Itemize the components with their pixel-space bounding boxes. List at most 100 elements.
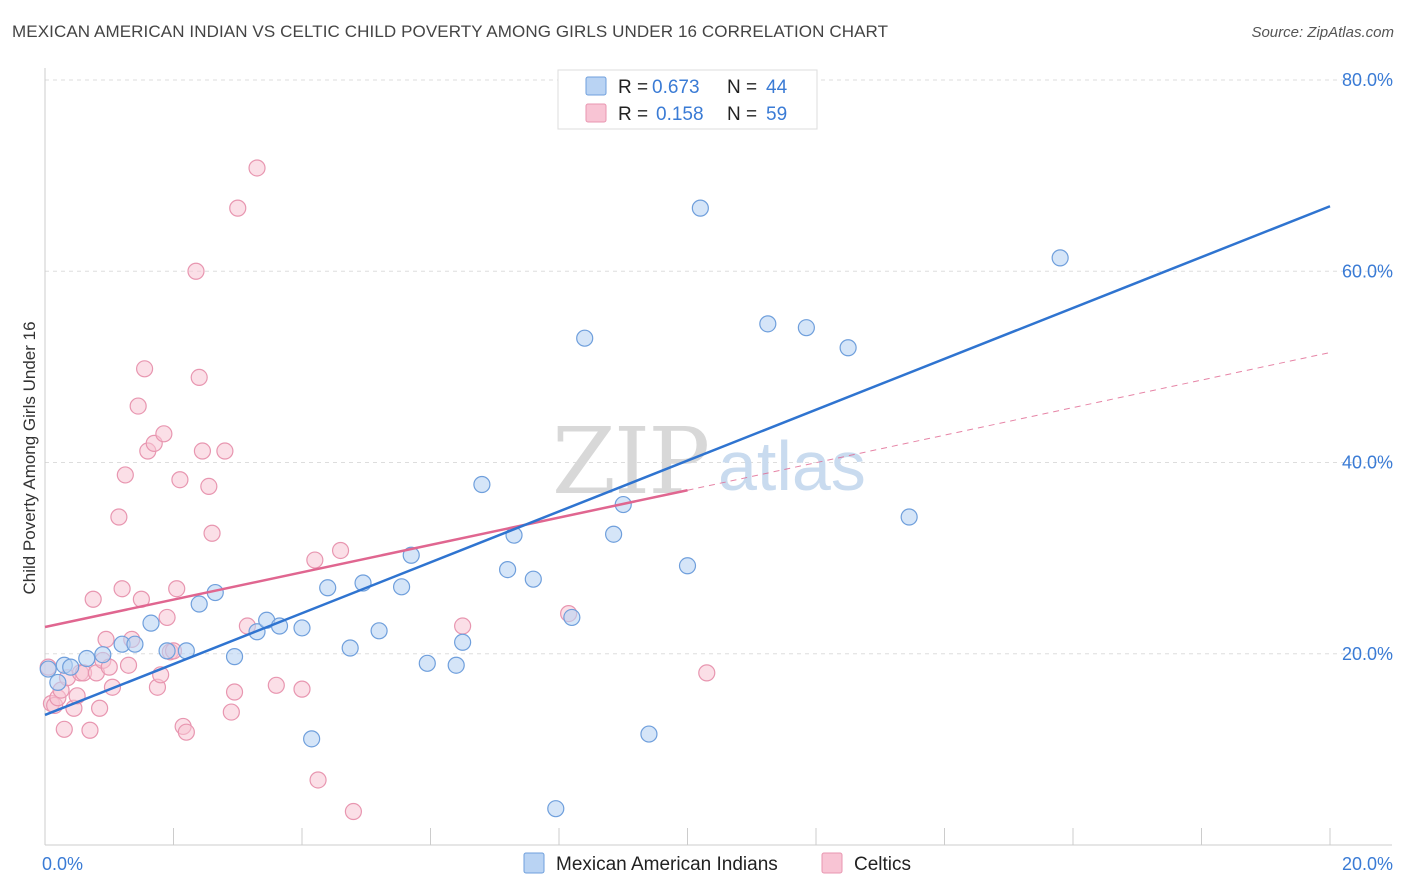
mexican-american-indians-point	[576, 329, 594, 347]
y-tick-label: 20.0%	[1342, 644, 1393, 664]
celtics-point	[216, 442, 234, 460]
mexican-american-indians-point	[524, 570, 542, 588]
tick-labels: 20.0% 40.0% 60.0% 80.0% 0.0% 20.0%	[42, 70, 1393, 874]
celtics-point	[222, 703, 240, 721]
mexican-american-indians-point	[1051, 249, 1069, 267]
mexican-american-indians-point	[759, 315, 777, 333]
celtics-point	[248, 159, 266, 177]
mexican-american-indians-point	[605, 525, 623, 543]
celtics-point	[200, 477, 218, 496]
mexican-american-indians-point	[370, 622, 388, 640]
mexican-american-indians-point	[341, 639, 359, 657]
mexican-american-indians-point	[900, 508, 918, 526]
mexican-american-indians-point	[190, 595, 208, 613]
mexican-american-indians-point	[402, 546, 420, 564]
mexican-american-indians-point	[39, 660, 57, 678]
celtics-point	[81, 721, 99, 739]
celtics-trend-line	[44, 489, 688, 629]
celtics-point	[168, 580, 186, 598]
chart-title: MEXICAN AMERICAN INDIAN VS CELTIC CHILD …	[12, 22, 889, 41]
celtics-point	[203, 524, 221, 542]
legend-n-value-blue: 44	[766, 77, 788, 98]
celtics-point	[331, 541, 350, 560]
celtics-point	[229, 199, 247, 217]
legend-bottom: Mexican American Indians Celtics	[523, 852, 911, 875]
mexican-american-indians-point	[49, 673, 67, 692]
celtics-point	[155, 425, 173, 443]
mexican-american-indians-point	[142, 614, 160, 632]
watermark: ZIP atlas	[552, 408, 866, 515]
mexican-american-indians-point	[839, 339, 857, 357]
celtics-point	[306, 551, 324, 569]
legend-bottom-label-blue: Mexican American Indians	[556, 854, 778, 875]
celtics-point	[293, 680, 311, 698]
mexican-american-indians-point	[454, 633, 472, 651]
celtics-point	[177, 723, 195, 741]
legend-r-value-blue: 0.673	[652, 77, 700, 98]
x-tick-label: 20.0%	[1342, 854, 1393, 874]
mexican-american-indians-point	[678, 557, 697, 575]
mexican-american-indians-point	[640, 725, 658, 743]
celtics-point	[113, 580, 131, 598]
celtics-point	[187, 262, 205, 280]
celtics-point	[267, 676, 285, 694]
legend-n-label-blue: N =	[727, 77, 757, 98]
celtics-point	[55, 720, 73, 738]
celtics-point	[309, 771, 327, 789]
celtics-point	[84, 590, 102, 608]
legend-r-label-pink: R =	[618, 104, 648, 125]
celtics-point	[190, 368, 208, 386]
mexican-american-indians-point	[319, 579, 337, 597]
celtics-point	[110, 508, 128, 526]
celtics-point	[135, 360, 154, 378]
axes	[44, 68, 1392, 846]
legend-bottom-label-pink: Celtics	[854, 854, 911, 875]
x-tick-label: 0.0%	[42, 854, 83, 874]
mexican-american-indians-point	[62, 658, 80, 676]
legend-bottom-swatch-pink	[821, 852, 843, 874]
mexican-american-indians-point	[303, 730, 321, 748]
mexican-american-indians-point	[563, 608, 581, 627]
celtics-point	[97, 630, 115, 649]
y-tick-label: 40.0%	[1342, 453, 1393, 473]
mexican-american-indians-point	[547, 800, 565, 818]
celtics-point	[129, 397, 147, 415]
y-tick-label: 60.0%	[1342, 261, 1393, 281]
y-axis-label: Child Poverty Among Girls Under 16	[20, 321, 39, 594]
y-tick-label: 80.0%	[1342, 70, 1393, 90]
celtics-point	[698, 664, 716, 682]
mexican-american-indians-point	[225, 648, 244, 666]
mexican-american-indians-point	[691, 199, 709, 217]
mexican-american-indians-point	[473, 475, 491, 494]
mexican-american-indians-point	[158, 642, 176, 660]
trend-lines	[44, 205, 1331, 717]
mexican-american-indians-point	[418, 654, 436, 672]
mexican-american-indians-point	[94, 646, 112, 664]
legend-n-value-pink: 59	[766, 104, 787, 125]
celtics-point	[119, 656, 138, 674]
legend-swatch-blue	[585, 76, 607, 96]
mexican-american-indians-point	[78, 649, 96, 668]
celtics-point	[91, 699, 109, 717]
celtics-point	[344, 802, 362, 821]
legend-n-label-pink: N =	[727, 104, 757, 125]
celtics-point	[193, 442, 212, 460]
legend-r-value-pink: 0.158	[656, 104, 704, 125]
mexican-american-indians-point	[797, 319, 815, 337]
mexican-american-indians-point	[447, 656, 465, 674]
chart-source: Source: ZipAtlas.com	[1251, 24, 1394, 41]
mexican-american-indians-point	[293, 619, 311, 637]
mexican-american-indians-point	[499, 560, 517, 579]
legend-r-label-blue: R =	[618, 77, 648, 98]
celtics-point	[225, 683, 244, 701]
mexican-american-indians-trend-line	[44, 205, 1331, 717]
legend-swatch-pink	[585, 103, 607, 123]
celtics-point	[116, 466, 134, 484]
mexican-american-indians-point	[392, 578, 411, 596]
celtics-point	[171, 471, 189, 489]
mexican-american-indians-point	[126, 635, 144, 653]
gridlines	[45, 79, 1392, 655]
legend-bottom-swatch-blue	[523, 852, 545, 874]
celtics-point	[158, 608, 176, 627]
